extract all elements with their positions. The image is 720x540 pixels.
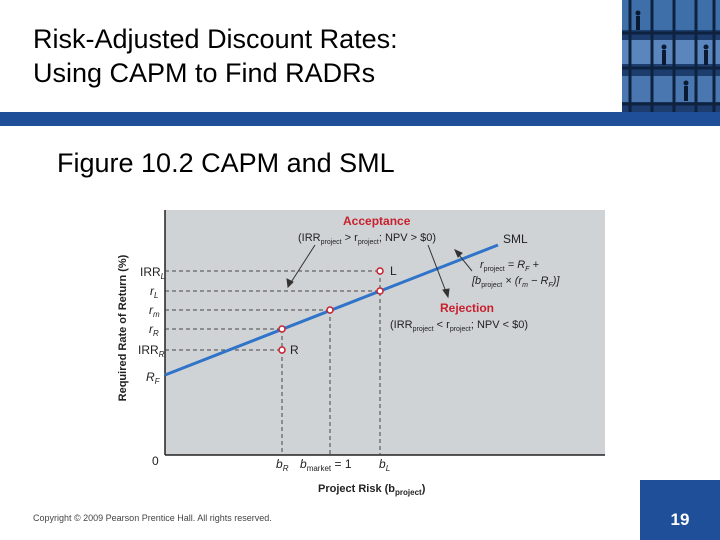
acceptance-arrow: [287, 244, 316, 288]
figure-title: Figure 10.2 CAPM and SML: [57, 148, 395, 178]
x-tick-b-r: bR: [276, 457, 289, 473]
point-r-irr: [278, 346, 286, 354]
y-axis-title: Required Rate of Return (%): [117, 254, 129, 401]
rejection-arrowhead: [442, 288, 450, 299]
plot-area: [165, 210, 605, 455]
point-l-irr: [376, 267, 384, 275]
point-l-label: L: [390, 264, 397, 278]
page-number: 19: [670, 510, 690, 529]
slide-title: Risk-Adjusted Discount Rates: Using CAPM…: [33, 22, 398, 90]
x-tick-b-l: bL: [379, 457, 390, 473]
sml-formula-line-1: rproject = RF +: [480, 259, 540, 273]
acceptance-title: Acceptance: [343, 214, 411, 228]
acceptance-arrowhead: [286, 278, 294, 289]
page-number-box: 19: [640, 480, 720, 540]
slide-title-line-1: Risk-Adjusted Discount Rates:: [33, 24, 398, 54]
point-r-sml: [278, 325, 286, 333]
rejection-title: Rejection: [440, 301, 494, 315]
copyright-notice: Copyright © 2009 Pearson Prentice Hall. …: [33, 513, 272, 523]
y-tick-r-l: rL: [150, 284, 158, 300]
y-tick-r-m: rm: [149, 303, 160, 319]
capm-sml-diagram: L R IRRL rL rm rR IRRR RF Required Rate …: [117, 210, 605, 497]
sml-label: SML: [503, 232, 528, 246]
title-divider-band: [0, 112, 720, 126]
rejection-condition: (IRRproject < rproject; NPV < $0): [390, 319, 528, 333]
formula-arrowhead: [454, 249, 463, 258]
y-tick-rf: RF: [146, 370, 161, 386]
slide-title-line-2: Using CAPM to Find RADRs: [33, 58, 376, 88]
building-photo: [622, 0, 720, 112]
acceptance-condition: (IRRproject > rproject; NPV > $0): [298, 232, 436, 246]
rejection-arrow: [427, 244, 449, 298]
point-market: [326, 306, 334, 314]
point-r-label: R: [290, 343, 299, 357]
point-l-sml: [376, 287, 384, 295]
y-tick-irr-l: IRRL: [140, 265, 165, 281]
x-axis-title: Project Risk (bproject): [318, 483, 426, 497]
sml-formula-line-2: [bproject × (rm − RF)]: [471, 275, 560, 289]
origin-label: 0: [152, 454, 159, 468]
y-tick-r-r: rR: [149, 322, 159, 338]
x-tick-b-market: bmarket = 1: [300, 457, 352, 473]
y-tick-irr-r: IRRR: [138, 343, 165, 359]
